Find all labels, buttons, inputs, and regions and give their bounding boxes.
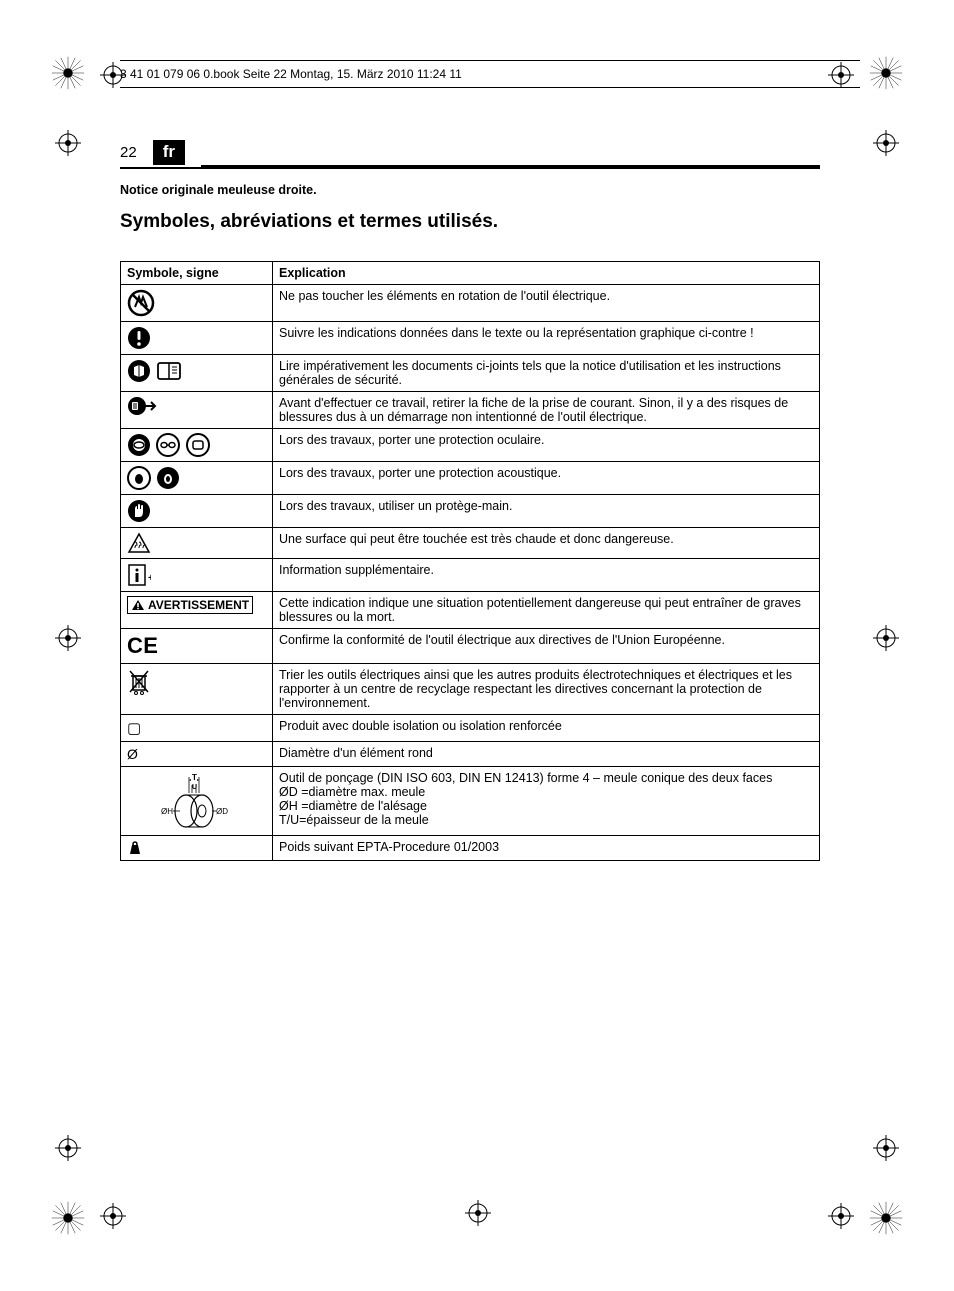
table-row: ▢ Produit avec double isolation ou isola… (121, 715, 820, 742)
exp-text: Une surface qui peut être touchée est tr… (273, 528, 820, 559)
exp-text: Suivre les indications données dans le t… (273, 322, 820, 355)
avert-label: AVERTISSEMENT (148, 598, 249, 612)
exp-text: Produit avec double isolation ou isolati… (273, 715, 820, 742)
goggles-icon (156, 433, 180, 457)
eye-protection-icon (127, 433, 151, 457)
double-insulation-icon: ▢ (127, 720, 141, 737)
table-row: Une surface qui peut être touchée est tr… (121, 528, 820, 559)
registration-mark-icon (55, 625, 81, 651)
table-row: AVERTISSEMENT Cette indication indique u… (121, 592, 820, 629)
registration-mark-icon (873, 625, 899, 651)
svg-text:U: U (192, 784, 197, 791)
hot-surface-icon (127, 532, 151, 554)
table-row: Lors des travaux, porter une protection … (121, 429, 820, 462)
table-row: + Information supplémentaire. (121, 559, 820, 592)
exp-text: Outil de ponçage (DIN ISO 603, DIN EN 12… (273, 767, 820, 836)
table-row: C E Confirme la conformité de l'outil él… (121, 629, 820, 664)
notice-text: Notice originale meuleuse droite. (120, 183, 820, 197)
th-explanation: Explication (273, 262, 820, 285)
ear-protection-icon (156, 466, 180, 490)
book-icon (156, 360, 182, 382)
table-row: Lors des travaux, porter une protection … (121, 462, 820, 495)
exp-text: Ne pas toucher les éléments en rotation … (273, 285, 820, 322)
sunburst-icon (50, 55, 86, 91)
table-row: Ne pas toucher les éléments en rotation … (121, 285, 820, 322)
th-symbol: Symbole, signe (121, 262, 273, 285)
exclamation-icon (127, 326, 151, 350)
svg-text:ØD: ØD (216, 807, 228, 816)
exp-text: Confirme la conformité de l'outil électr… (273, 629, 820, 664)
svg-text:ØH: ØH (161, 807, 173, 816)
section-title: Symboles, abréviations et termes utilisé… (120, 211, 820, 233)
svg-text:+: + (148, 573, 151, 584)
diameter-icon: Ø (127, 746, 138, 762)
registration-mark-icon (873, 1135, 899, 1161)
ce-mark-icon: C E (127, 633, 156, 658)
header-text: 3 41 01 079 06 0.book Seite 22 Montag, 1… (120, 67, 462, 81)
registration-mark-icon (465, 1200, 491, 1226)
weee-bin-icon (127, 668, 151, 696)
exp-text: Avant d'effectuer ce travail, retirer la… (273, 392, 820, 429)
exp-text: Lire impérativement les documents ci-joi… (273, 355, 820, 392)
exp-text: Information supplémentaire. (273, 559, 820, 592)
exp-text: Cette indication indique une situation p… (273, 592, 820, 629)
exp-text: Lors des travaux, porter une protection … (273, 429, 820, 462)
hand-protection-icon (127, 499, 151, 523)
exp-text: Lors des travaux, porter une protection … (273, 462, 820, 495)
face-shield-icon (186, 433, 210, 457)
symbols-table: Symbole, signe Explication Ne pas touche… (120, 261, 820, 861)
registration-mark-icon (100, 1203, 126, 1229)
no-touch-rotating-icon (127, 289, 155, 317)
unplug-icon (127, 396, 157, 416)
table-row: Suivre les indications données dans le t… (121, 322, 820, 355)
table-row: Ø Diamètre d'un élément rond (121, 742, 820, 767)
table-row: Avant d'effectuer ce travail, retirer la… (121, 392, 820, 429)
registration-mark-icon (873, 130, 899, 156)
ear-protection-icon (127, 466, 151, 490)
print-header: 3 41 01 079 06 0.book Seite 22 Montag, 1… (120, 60, 860, 88)
page-header-row: 22 fr (120, 140, 820, 169)
svg-text:T: T (192, 773, 197, 782)
grinding-wheel-diagram-icon: T U ØH ØD (156, 771, 236, 831)
info-icon: + (127, 563, 151, 587)
read-manual-icon (127, 359, 151, 383)
sunburst-icon (50, 1200, 86, 1236)
table-row: T U ØH ØD Outil de ponçage (DIN ISO 603,… (121, 767, 820, 836)
sunburst-icon (868, 1200, 904, 1236)
warning-triangle-icon (131, 599, 145, 611)
registration-mark-icon (828, 1203, 854, 1229)
table-row: Poids suivant EPTA-Procedure 01/2003 (121, 836, 820, 861)
exp-text: Trier les outils électriques ainsi que l… (273, 664, 820, 715)
table-row: Lors des travaux, utiliser un protège-ma… (121, 495, 820, 528)
weight-icon (127, 840, 143, 856)
exp-text: Poids suivant EPTA-Procedure 01/2003 (273, 836, 820, 861)
sunburst-icon (868, 55, 904, 91)
language-badge: fr (153, 140, 185, 165)
registration-mark-icon (55, 1135, 81, 1161)
registration-mark-icon (55, 130, 81, 156)
table-row: Lire impérativement les documents ci-joi… (121, 355, 820, 392)
page-number: 22 (120, 144, 137, 161)
exp-text: Lors des travaux, utiliser un protège-ma… (273, 495, 820, 528)
table-row: Trier les outils électriques ainsi que l… (121, 664, 820, 715)
avertissement-box: AVERTISSEMENT (127, 596, 253, 614)
exp-text: Diamètre d'un élément rond (273, 742, 820, 767)
